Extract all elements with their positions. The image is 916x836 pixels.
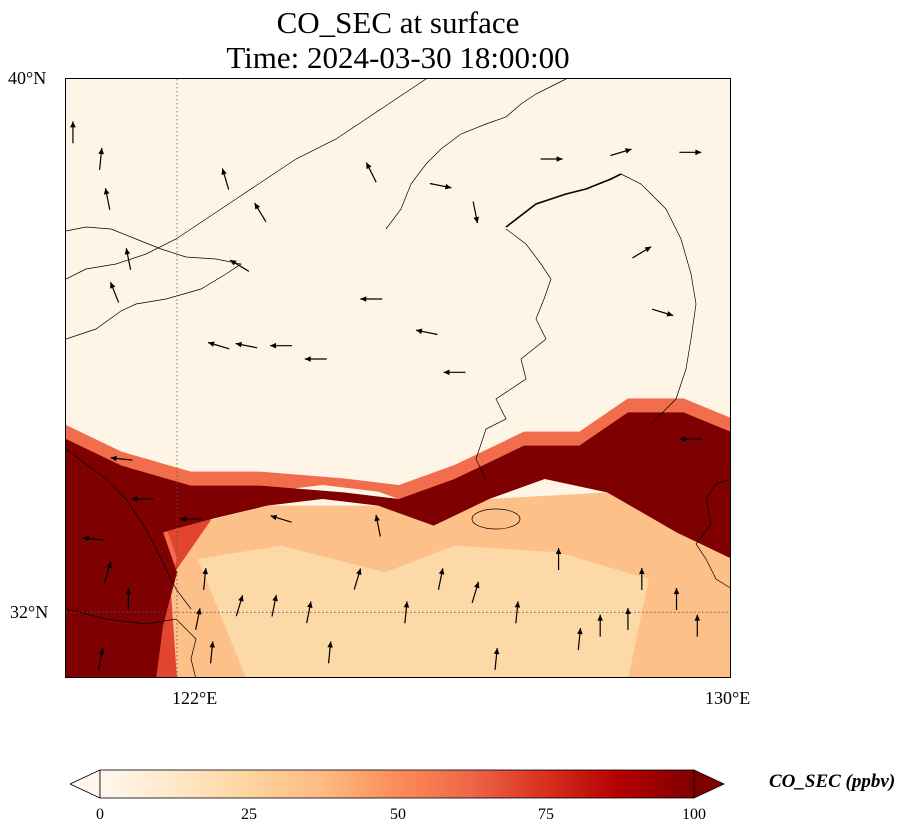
coastline-korea-west [475, 228, 552, 480]
wind-arrow [443, 369, 466, 376]
wind-arrow [124, 248, 132, 270]
wind-arrow [209, 641, 215, 664]
wind-arrow [179, 516, 202, 522]
colorbar-extend-min [70, 769, 101, 799]
wind-arrow [365, 162, 377, 183]
plot-title-line1: CO_SEC at surface [276, 5, 520, 40]
colorbar-tick-25: 25 [241, 806, 257, 823]
wind-arrow [437, 568, 445, 590]
wind-arrow [694, 614, 701, 637]
coastline-shandong [66, 226, 242, 340]
field-ocean-south-inner [197, 545, 649, 677]
wind-arrow [360, 296, 383, 302]
wind-vectors [70, 121, 702, 671]
coastline-bohai [66, 79, 427, 280]
wind-arrow [235, 594, 244, 617]
coastline-china-east [66, 448, 192, 610]
colorbar-label: CO_SEC (ppbv) [769, 771, 896, 792]
wind-arrow [327, 641, 333, 664]
colorbar [70, 769, 725, 799]
wind-arrow [610, 148, 632, 157]
wind-arrow [202, 567, 209, 591]
coastline-korea-east [620, 173, 697, 425]
wind-arrow [271, 594, 278, 617]
field-ocean-edge [156, 519, 212, 677]
wind-arrow [472, 201, 480, 224]
wind-arrow [304, 356, 327, 362]
wind-arrow [429, 182, 452, 190]
coastline-liaodong [385, 79, 567, 230]
wind-arrow [651, 308, 674, 317]
wind-arrow [221, 168, 230, 190]
wind-arrow [679, 149, 702, 156]
wind-arrow [70, 121, 76, 144]
wind-arrow [110, 455, 133, 462]
colorbar-extend-max [693, 769, 725, 799]
wind-arrow [540, 156, 563, 162]
wind-arrow [103, 561, 112, 584]
wind-arrow [555, 548, 562, 570]
lat-label-40n: 40°N [8, 68, 47, 88]
wind-arrow [98, 147, 104, 171]
wind-arrow [597, 614, 603, 637]
wind-arrow [195, 608, 202, 630]
colorbar-gradient [99, 769, 695, 799]
wind-arrow [235, 341, 258, 349]
wind-arrow [306, 601, 313, 624]
wind-arrow [254, 202, 267, 223]
wind-arrow [97, 648, 105, 670]
wind-arrow [415, 328, 438, 336]
lon-label-130e: 130°E [705, 688, 751, 708]
wind-arrow [632, 246, 652, 259]
co-sec-field [66, 79, 730, 677]
map-panel [65, 78, 731, 678]
wind-arrow [82, 535, 105, 542]
colorbar-tick-100: 100 [682, 806, 706, 823]
wind-arrow [103, 188, 111, 210]
wind-arrow [125, 588, 132, 610]
coastline-kyushu [695, 479, 730, 589]
wind-arrow [109, 281, 120, 303]
wind-arrow [471, 581, 480, 604]
wind-arrow [625, 608, 631, 630]
map-canvas [66, 79, 730, 677]
coastline-yangtze [66, 608, 197, 677]
wind-arrow [493, 647, 500, 671]
wind-arrow [207, 341, 230, 350]
lon-label-122e: 122°E [172, 688, 218, 708]
wind-arrow [229, 259, 250, 272]
colorbar-tick-50: 50 [390, 806, 406, 823]
wind-arrow [270, 514, 292, 523]
wind-arrow [639, 568, 645, 590]
wind-arrow [514, 601, 521, 624]
plot-title-line2: Time: 2024-03-30 18:00:00 [226, 40, 570, 75]
wind-arrow [353, 568, 362, 590]
colorbar-tick-0: 0 [96, 806, 104, 823]
wind-arrow [577, 627, 583, 651]
gridlines [66, 79, 730, 677]
wind-arrow [679, 436, 702, 442]
wind-arrow [673, 588, 680, 610]
field-plume-core [66, 412, 730, 677]
wind-arrow [403, 601, 410, 624]
wind-arrow [131, 496, 154, 502]
coastlines [66, 79, 730, 677]
korea-border [505, 173, 622, 228]
colorbar-tick-75: 75 [538, 806, 554, 823]
wind-arrow [270, 342, 293, 349]
wind-arrow [374, 514, 381, 537]
lat-label-32n: 32°N [10, 602, 49, 622]
jeju-island [471, 508, 521, 530]
